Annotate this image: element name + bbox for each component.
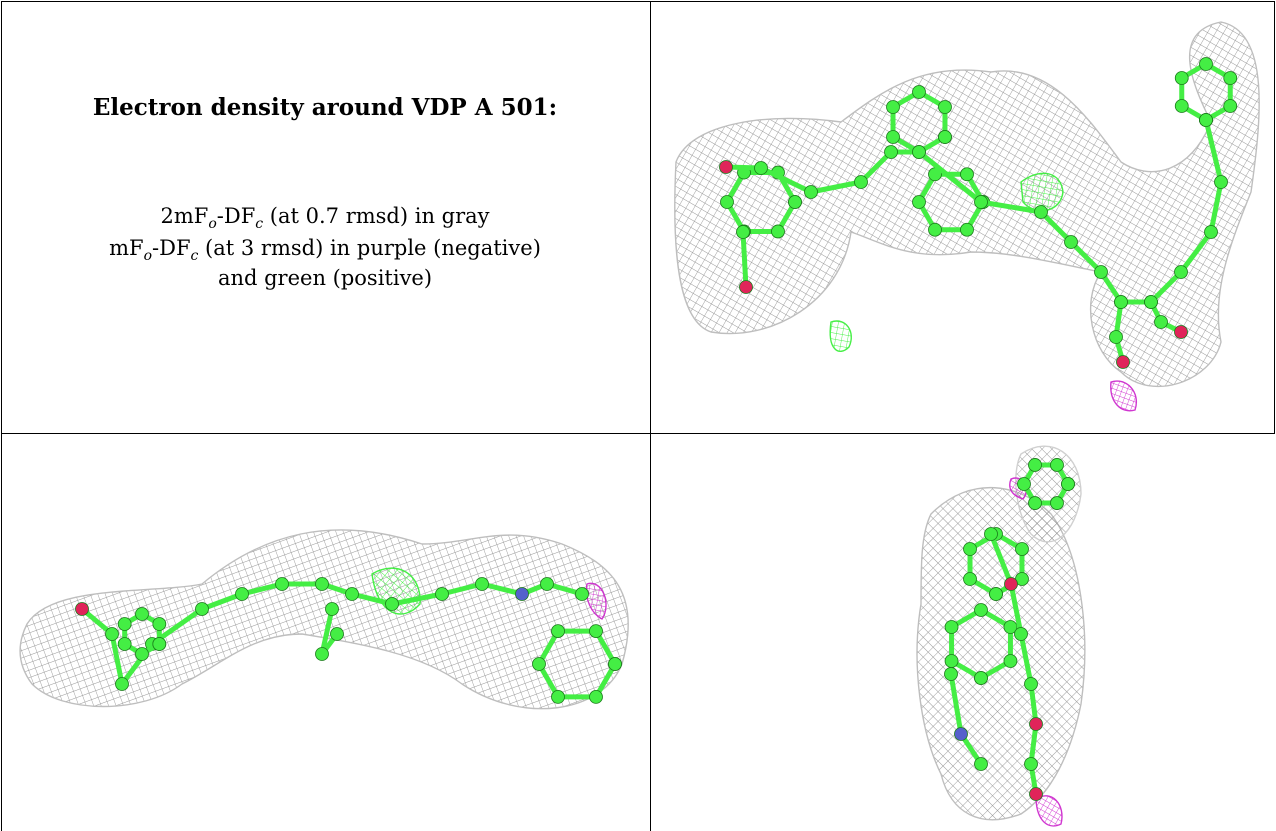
line2-lead: mF: [109, 236, 144, 260]
line1-lead: 2mF: [160, 204, 209, 228]
negative-mesh-3: [1035, 795, 1063, 827]
ring-2a: [532, 624, 622, 704]
caption-line-2fofc: 2mFo-DFc (at 0.7 rmsd) in gray: [2, 204, 648, 232]
table-border-right: [1274, 1, 1275, 433]
density-image-3: [916, 445, 1086, 827]
density-image-2: [19, 529, 629, 710]
line2-mid: -DF: [152, 236, 191, 260]
ring-3c: [1017, 458, 1075, 510]
line2-tail: (at 3 rmsd) in purple (negative): [198, 236, 541, 260]
caption-line-colors: and green (positive): [217, 266, 433, 290]
density-view-top-right: [651, 2, 1273, 432]
chain-1c: [1144, 113, 1228, 309]
density-image-1: [674, 21, 1260, 412]
table-border-left: [1, 1, 2, 831]
density-view-bottom-right: [651, 434, 1275, 831]
table-border-middle: [1, 433, 1275, 434]
caption-cell: Electron density around VDP A 501: 2mFo-…: [2, 2, 648, 432]
chain-2b: [315, 602, 344, 661]
caption-title: Electron density around VDP A 501:: [92, 94, 558, 121]
line2-sub-c: c: [190, 248, 199, 264]
line1-tail: (at 0.7 rmsd) in gray: [263, 204, 490, 228]
ring-3b: [944, 603, 1018, 685]
ring-2b: [117, 607, 167, 661]
table-border-center: [650, 1, 651, 831]
chain-3b: [944, 667, 988, 771]
positive-mesh-1b: [829, 320, 852, 352]
gray-mesh-2: [19, 529, 629, 710]
line2-sub-o: o: [143, 248, 153, 264]
table-border-top: [1, 1, 1275, 2]
chain-1d: [736, 225, 753, 294]
positive-mesh-1a: [1020, 172, 1064, 212]
line1-sub-o: o: [208, 216, 217, 232]
chain-2: [75, 577, 589, 691]
ring-1d: [1174, 57, 1238, 127]
negative-mesh-1: [1110, 380, 1138, 412]
line1-mid: -DF: [216, 204, 256, 228]
gray-mesh-1: [674, 21, 1260, 388]
line1-sub-c: c: [255, 216, 264, 232]
density-view-bottom-left: [2, 434, 649, 831]
ring-1c: [912, 167, 990, 237]
caption-line-fofc: mFo-DFc (at 3 rmsd) in purple (negative): [2, 236, 648, 264]
chain-3: [984, 527, 1043, 801]
